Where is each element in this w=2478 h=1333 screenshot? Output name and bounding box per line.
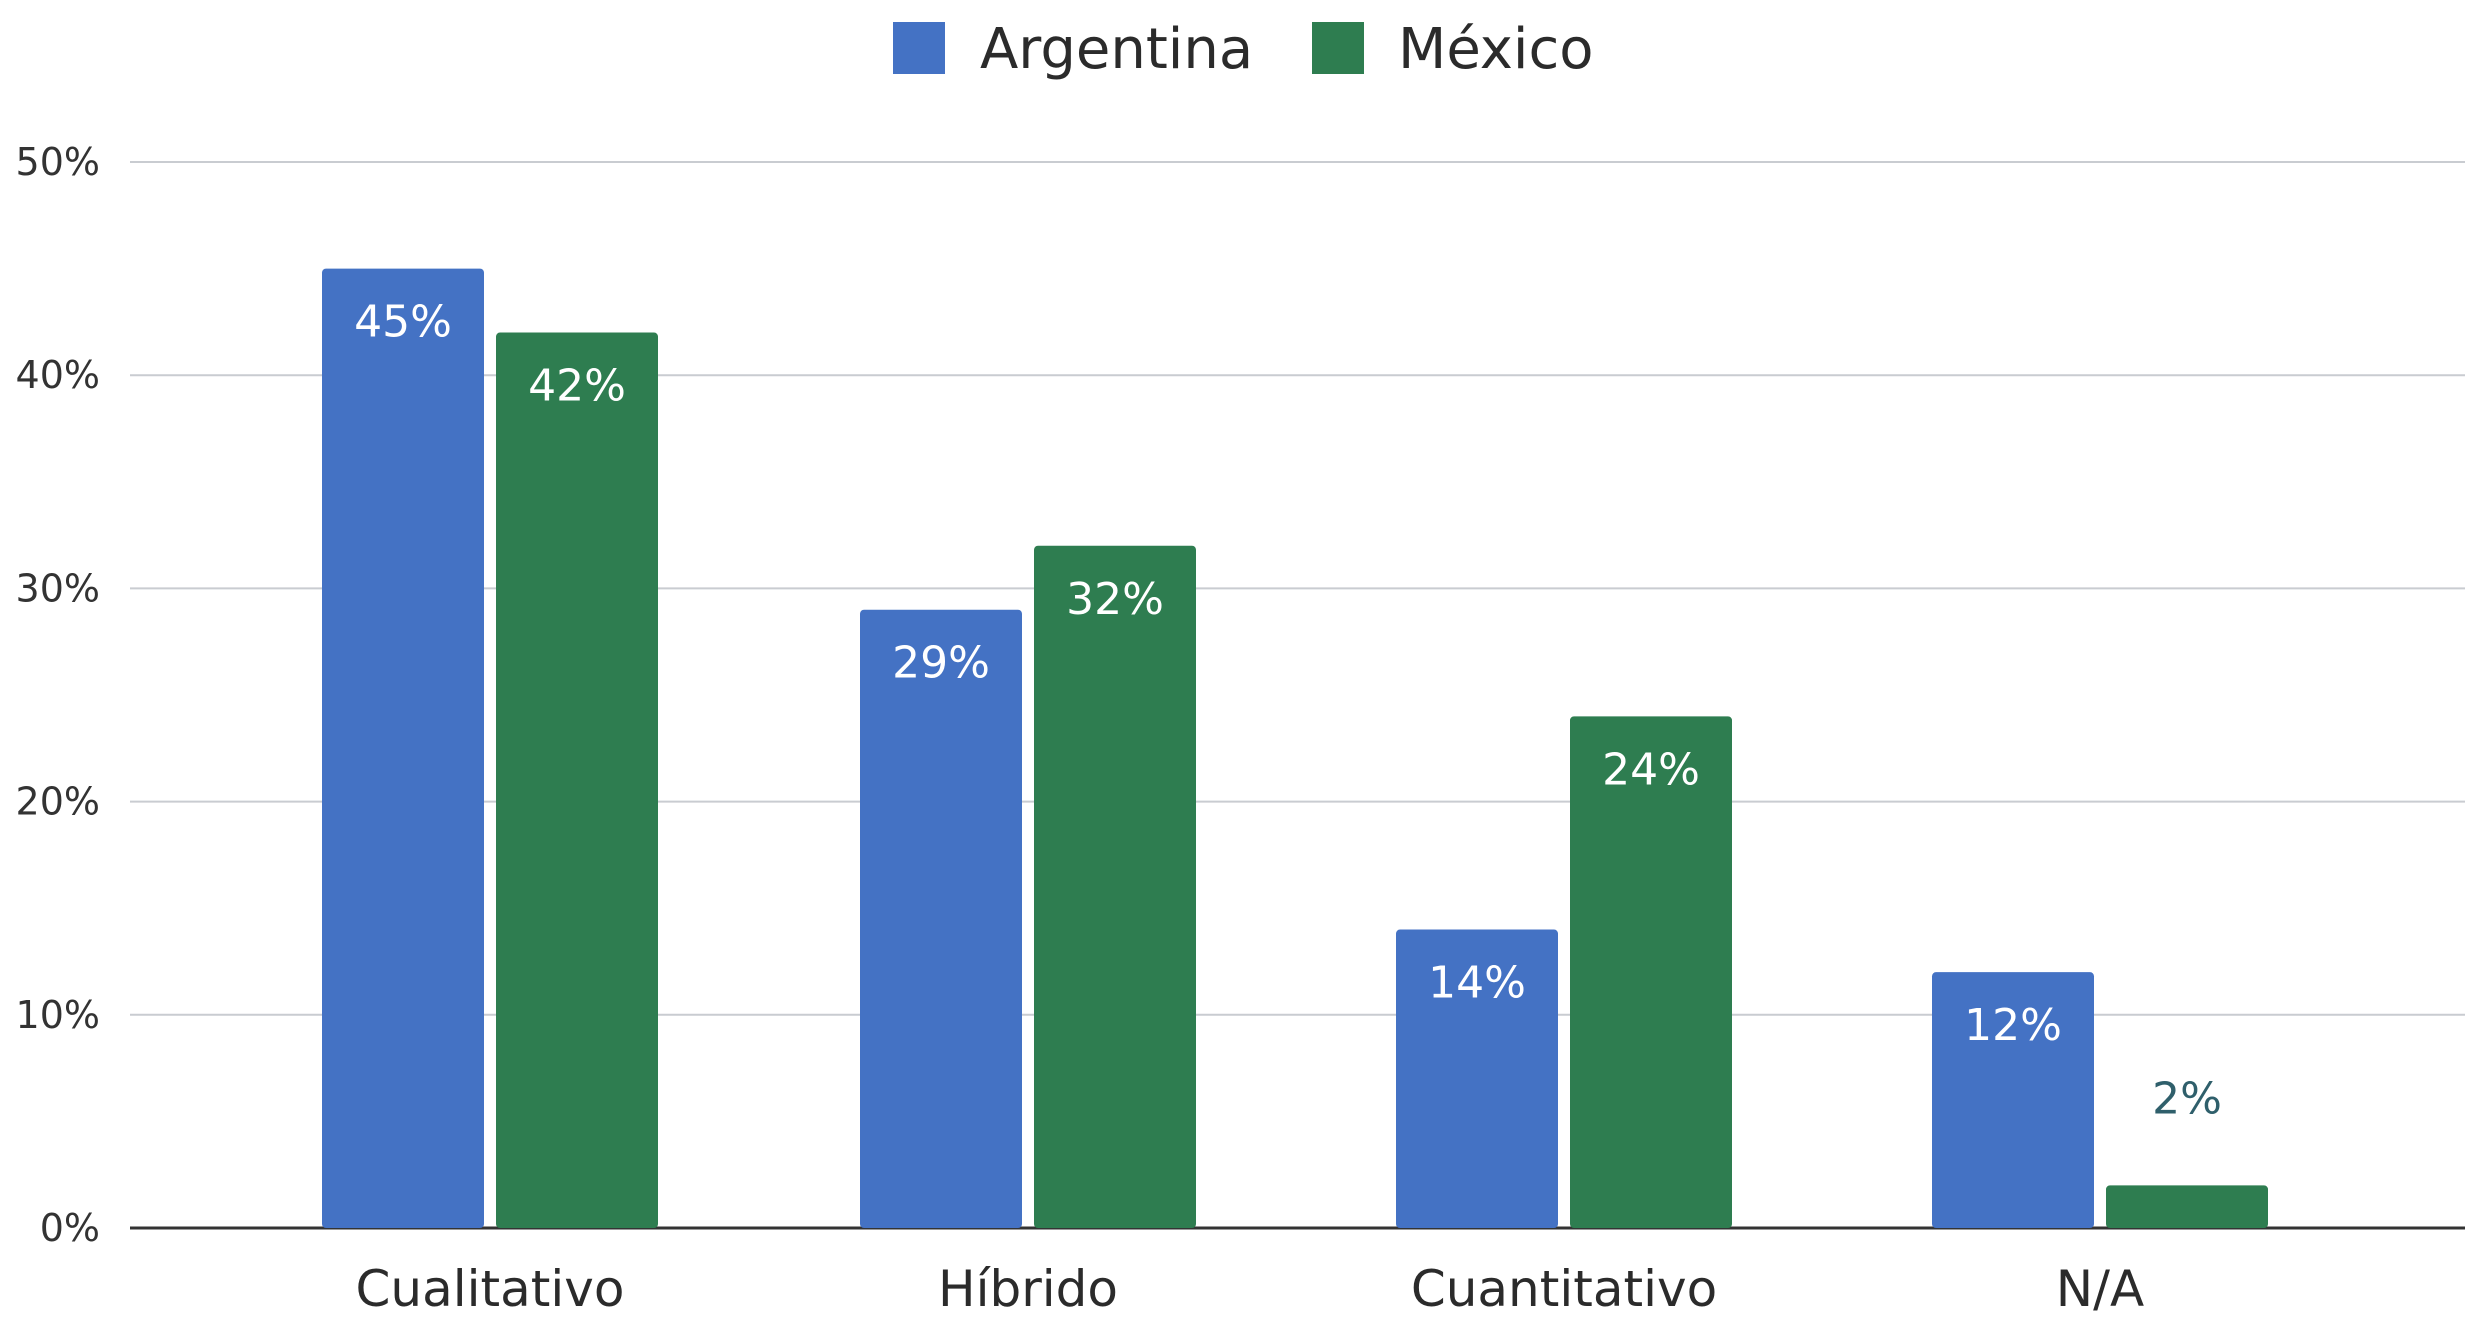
legend-swatch bbox=[1312, 22, 1364, 74]
y-tick-label: 0% bbox=[40, 1206, 100, 1250]
legend: Argentina México bbox=[893, 17, 1594, 82]
data-label: 14% bbox=[1428, 958, 1526, 1009]
x-axis-category-labels: Cualitativo Híbrido Cuantitativo N/A bbox=[356, 1260, 2145, 1318]
bar-méxico-n/a bbox=[2106, 1185, 2268, 1228]
legend-label: Argentina bbox=[980, 17, 1253, 82]
data-label: 42% bbox=[528, 361, 626, 412]
y-tick-label: 50% bbox=[16, 140, 100, 184]
y-tick-label: 30% bbox=[16, 566, 100, 610]
data-label: 24% bbox=[1602, 744, 1700, 795]
bars bbox=[322, 268, 2268, 1229]
bar-argentina-n/a bbox=[1932, 972, 2094, 1228]
y-axis-tick-labels: 0% 10% 20% 30% 40% 50% bbox=[16, 140, 100, 1250]
x-category-label: Cuantitativo bbox=[1411, 1260, 1717, 1318]
legend-label: México bbox=[1398, 17, 1594, 82]
data-label: 12% bbox=[1964, 1000, 2062, 1051]
bar-argentina-cualitativo bbox=[322, 268, 484, 1229]
legend-item-méxico: México bbox=[1312, 17, 1594, 82]
bar-méxico-cuantitativo bbox=[1570, 716, 1732, 1228]
data-label: 45% bbox=[354, 297, 452, 348]
data-label: 32% bbox=[1066, 574, 1164, 625]
x-category-label: Cualitativo bbox=[356, 1260, 625, 1318]
data-labels: 45% 42% 29% 32% 14% 24% 12% 2% bbox=[354, 297, 2222, 1125]
data-label: 2% bbox=[2152, 1073, 2222, 1124]
x-category-label: N/A bbox=[2056, 1260, 2144, 1318]
legend-item-argentina: Argentina bbox=[893, 17, 1253, 82]
bar-argentina-híbrido bbox=[860, 609, 1022, 1228]
x-category-label: Híbrido bbox=[938, 1260, 1118, 1318]
bar-méxico-cualitativo bbox=[496, 332, 658, 1228]
bar-argentina-cuantitativo bbox=[1396, 929, 1558, 1228]
y-tick-label: 20% bbox=[16, 780, 100, 824]
bar-méxico-híbrido bbox=[1034, 545, 1196, 1228]
legend-swatch bbox=[893, 22, 945, 74]
data-label: 29% bbox=[892, 638, 990, 689]
y-tick-label: 40% bbox=[16, 353, 100, 397]
y-tick-label: 10% bbox=[16, 993, 100, 1037]
